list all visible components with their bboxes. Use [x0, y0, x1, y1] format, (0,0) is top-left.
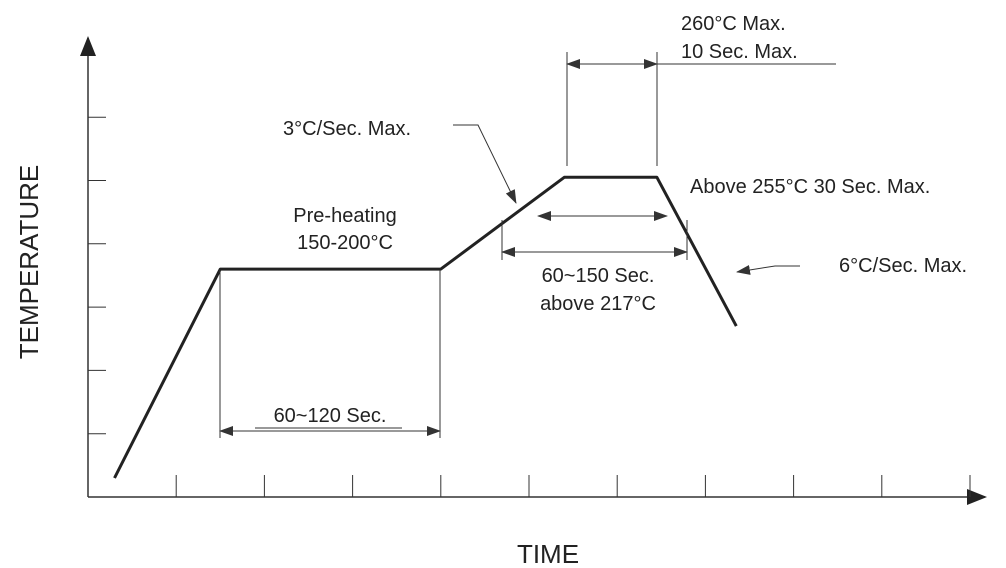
- temperature-profile-line: [113, 175, 738, 479]
- preheat-label-line2: 150-200°C: [297, 232, 393, 254]
- peak-temp-label: 260°C Max.: [681, 13, 786, 35]
- preheat-duration-label: 60~120 Sec.: [274, 405, 387, 427]
- ramp-rate-leader: [453, 124, 517, 204]
- above-255-label: Above 255°C 30 Sec. Max.: [690, 176, 930, 198]
- peak-duration-label: 10 Sec. Max.: [681, 41, 798, 63]
- y-axis-title: TEMPERATURE: [14, 165, 44, 360]
- liquidus-duration-label-line1: 60~150 Sec.: [542, 265, 655, 287]
- cooling-rate-leader: [736, 265, 800, 275]
- cooling-rate-label: 6°C/Sec. Max.: [839, 255, 967, 277]
- preheat-label-line1: Pre-heating: [293, 205, 396, 227]
- ramp-rate-label: 3°C/Sec. Max.: [283, 118, 411, 140]
- x-axis-title: TIME: [517, 539, 579, 568]
- x-tick-marks: [175, 475, 971, 497]
- y-tick-marks: [88, 116, 106, 435]
- liquidus-duration-label-line2: above 217°C: [540, 293, 656, 315]
